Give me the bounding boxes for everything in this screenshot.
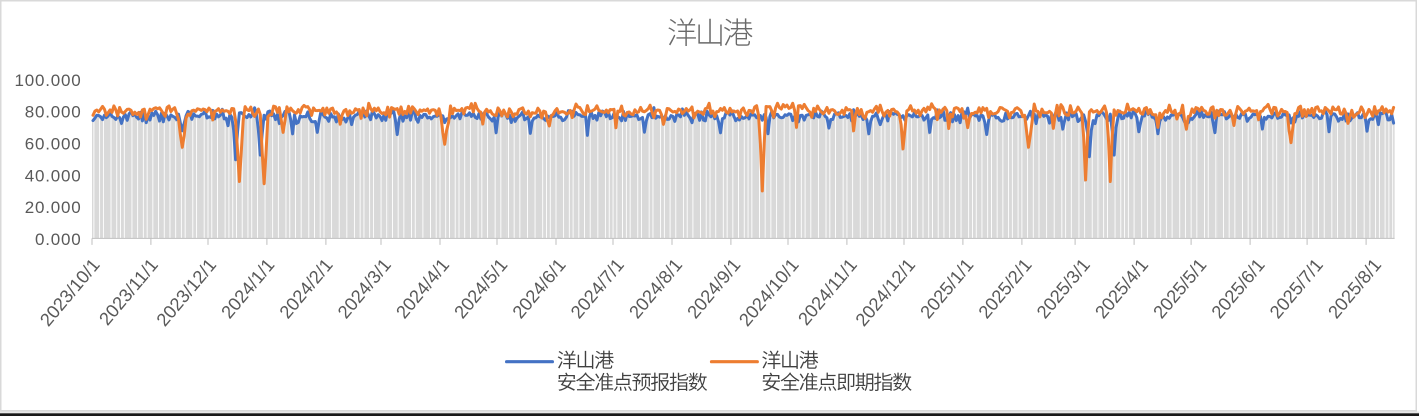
svg-text:20.000: 20.000 (25, 198, 82, 217)
svg-text:100.000: 100.000 (14, 71, 81, 90)
svg-text:40.000: 40.000 (25, 166, 82, 185)
svg-text:80.000: 80.000 (25, 103, 82, 122)
svg-text:0.000: 0.000 (35, 230, 82, 249)
svg-text:60.000: 60.000 (25, 135, 82, 154)
